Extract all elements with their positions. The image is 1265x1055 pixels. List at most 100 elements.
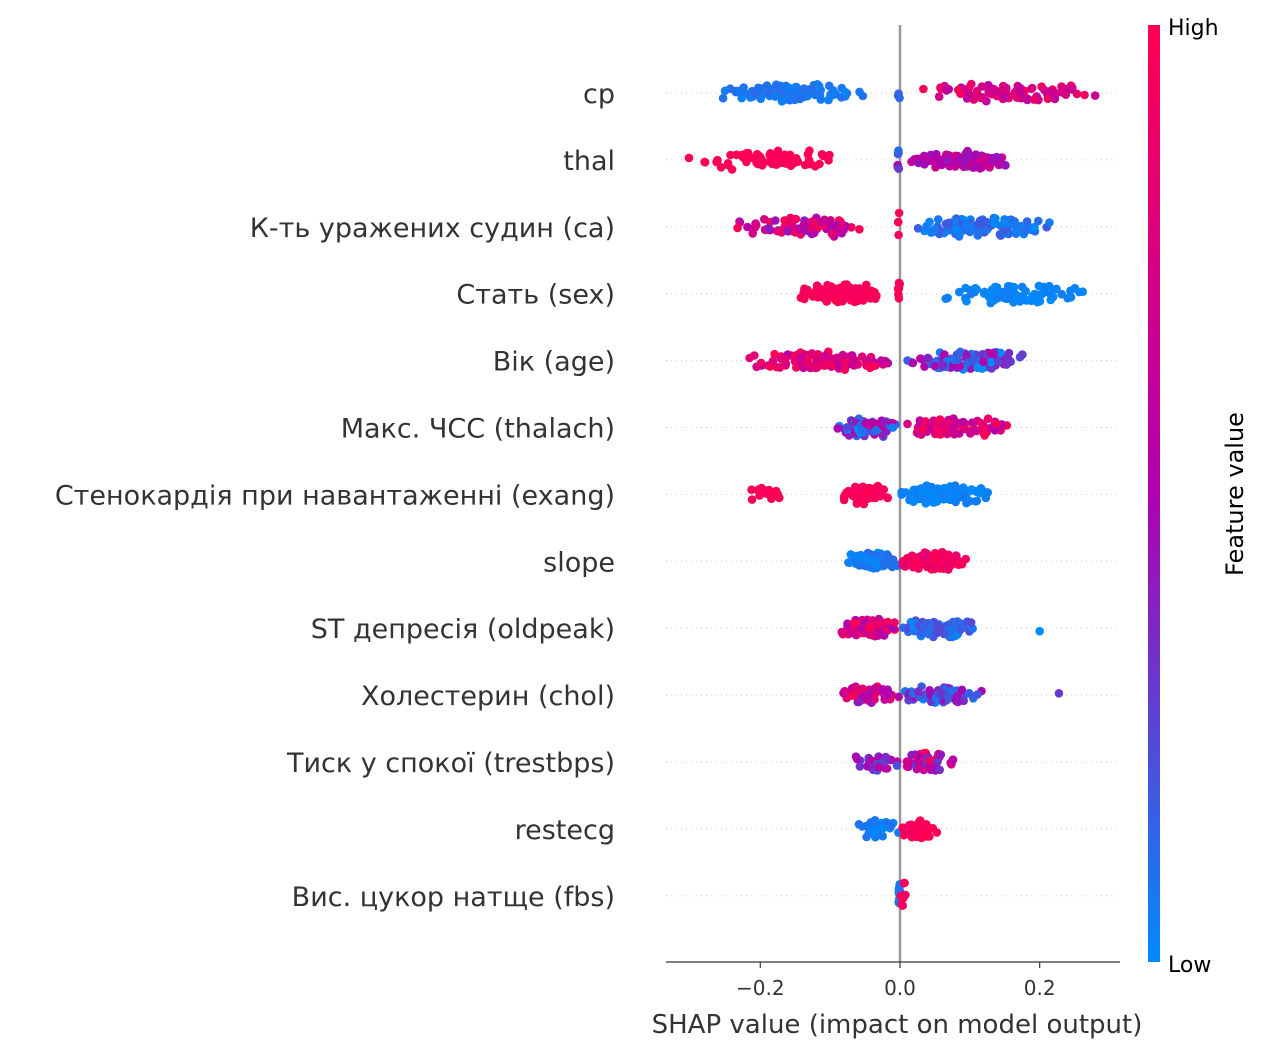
shap-point xyxy=(786,216,796,226)
shap-point xyxy=(723,160,733,170)
shap-point xyxy=(883,617,892,627)
shap-point xyxy=(892,761,902,770)
shap-point xyxy=(803,91,812,101)
shap-point xyxy=(950,481,960,490)
shap-point xyxy=(1045,87,1054,96)
feature-label: restecg xyxy=(515,815,615,846)
shap-point xyxy=(891,559,901,569)
x-axis: −0.2 0.0 0.2 xyxy=(666,961,1120,1000)
shap-point xyxy=(900,878,909,888)
shap-point xyxy=(949,427,959,436)
shap-point xyxy=(780,216,789,225)
shap-point xyxy=(932,152,941,161)
shap-point xyxy=(971,162,980,172)
shap-point xyxy=(840,357,849,367)
shap-point xyxy=(865,691,874,700)
shap-point xyxy=(878,685,888,694)
shap-point xyxy=(802,358,811,368)
shap-point xyxy=(880,417,889,426)
shap-point xyxy=(871,561,881,570)
shap-point xyxy=(920,160,929,169)
shap-point xyxy=(966,91,975,100)
shap-point xyxy=(997,291,1006,301)
colorbar-low-label: Low xyxy=(1168,953,1211,978)
shap-point xyxy=(865,623,874,632)
shap-point xyxy=(973,690,982,699)
shap-point xyxy=(743,148,753,158)
shap-point xyxy=(816,289,825,299)
shap-point xyxy=(870,288,879,297)
shap-point xyxy=(732,150,741,160)
feature-label: Макс. ЧСС (thalach) xyxy=(341,414,615,445)
shap-point xyxy=(949,491,958,501)
shap-point xyxy=(940,485,949,494)
shap-point xyxy=(827,221,837,230)
shap-point xyxy=(750,223,760,232)
shap-point xyxy=(1048,292,1058,302)
shap-point xyxy=(762,81,772,90)
shap-point xyxy=(908,358,918,368)
colorbar: High Low Feature value xyxy=(1148,16,1249,978)
shap-point xyxy=(820,351,830,361)
shap-point xyxy=(955,362,964,371)
shap-point xyxy=(890,618,899,627)
shap-point xyxy=(813,80,822,89)
shap-point xyxy=(1057,289,1066,299)
shap-point xyxy=(733,223,742,233)
shap-point xyxy=(831,293,840,303)
shap-point xyxy=(901,562,910,571)
shap-point xyxy=(1090,91,1100,100)
shap-point xyxy=(913,687,923,696)
shap-point xyxy=(936,688,946,697)
shap-point xyxy=(700,157,709,167)
shap-point xyxy=(844,558,854,568)
shap-point xyxy=(788,89,797,99)
shap-point xyxy=(1003,354,1013,364)
shap-point xyxy=(768,356,778,366)
shap-point xyxy=(742,157,751,167)
shap-point xyxy=(1028,291,1037,301)
shap-point xyxy=(977,82,987,91)
feature-label: Стенокардія при навантаженні (exang) xyxy=(55,480,615,511)
shap-point xyxy=(779,355,789,364)
shap-point xyxy=(684,153,694,163)
shap-point xyxy=(901,488,910,497)
shap-point xyxy=(952,224,961,234)
shap-point xyxy=(1001,161,1010,170)
shap-point xyxy=(1066,286,1075,296)
shap-point xyxy=(793,157,803,166)
shap-point xyxy=(999,220,1009,229)
shap-point xyxy=(975,216,985,226)
shap-point xyxy=(843,619,852,628)
shap-point xyxy=(880,695,889,704)
shap-point xyxy=(938,360,948,370)
shap-point xyxy=(870,683,880,693)
shap-point xyxy=(858,290,868,300)
shap-point xyxy=(1021,226,1030,235)
shap-point xyxy=(978,153,988,163)
colorbar-gradient xyxy=(1148,25,1160,962)
shap-point xyxy=(870,825,880,835)
shap-point xyxy=(839,495,849,505)
shap-point xyxy=(756,358,766,368)
shap-point xyxy=(979,357,988,367)
shap-point xyxy=(871,425,881,435)
shap-point xyxy=(925,763,935,772)
shap-point xyxy=(1016,84,1025,93)
shap-point xyxy=(747,485,756,495)
shap-point xyxy=(1054,689,1064,698)
shap-point xyxy=(917,485,926,495)
shap-point xyxy=(827,229,837,239)
shap-point xyxy=(936,627,945,636)
feature-label: К-ть уражених судин (ca) xyxy=(250,213,615,244)
shap-point xyxy=(861,283,870,292)
shap-point xyxy=(959,490,969,499)
shap-point xyxy=(718,93,728,103)
x-tick-label: 0.0 xyxy=(884,976,916,1000)
shap-point xyxy=(1022,217,1032,226)
shap-point xyxy=(851,486,860,495)
shap-point xyxy=(986,349,996,359)
shap-point xyxy=(966,226,976,236)
shap-point xyxy=(855,762,865,771)
